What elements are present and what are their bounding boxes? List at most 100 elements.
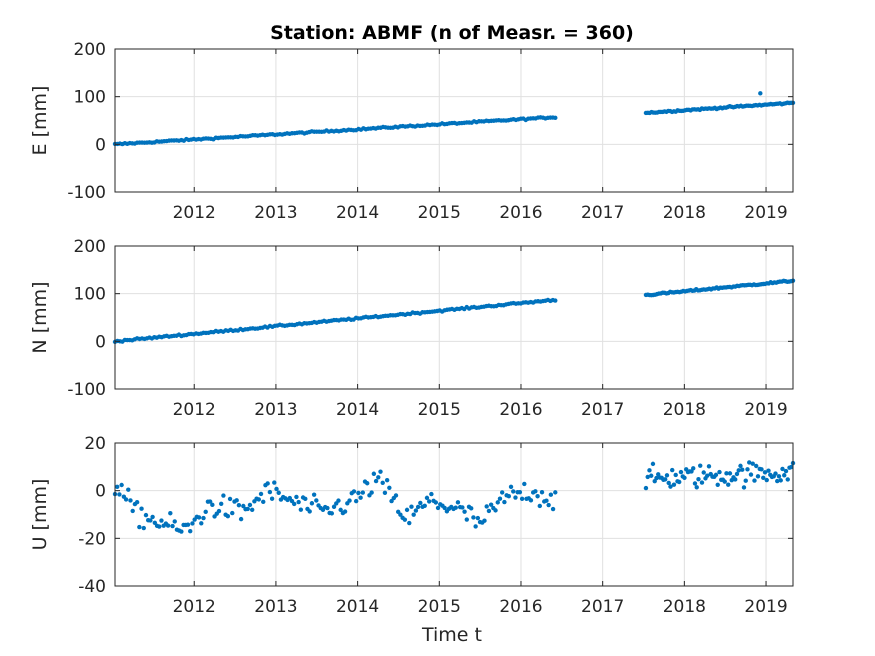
data-point [761, 475, 766, 481]
data-point [696, 476, 701, 482]
axes-frame [114, 442, 794, 587]
y-tick-label: 0 [95, 482, 106, 502]
x-tick-label: 2018 [663, 597, 706, 617]
data-point [387, 485, 392, 490]
data-point [221, 493, 226, 498]
data-point [265, 481, 270, 486]
data-point [402, 517, 408, 522]
data-point [287, 495, 292, 501]
data-point [717, 469, 722, 475]
data-point [544, 498, 549, 503]
y-tick-label: -40 [78, 577, 106, 597]
x-tick-label: 2017 [581, 203, 624, 223]
x-tick-label: 2013 [254, 597, 297, 617]
data-point [126, 487, 131, 492]
data-point [336, 498, 341, 503]
y-tick-label: 200 [74, 40, 106, 60]
data-point [643, 485, 649, 491]
y-tick-label: 100 [74, 285, 106, 305]
data-point [267, 489, 273, 495]
data-point [455, 500, 461, 505]
data-point [196, 515, 202, 520]
x-tick-label: 2019 [744, 400, 787, 420]
data-point [325, 505, 330, 511]
data-point [190, 521, 195, 526]
data-point [351, 489, 357, 494]
data-point [745, 467, 750, 472]
data-point [272, 480, 277, 485]
data-point [130, 508, 135, 514]
data-point [766, 468, 771, 473]
data-point [535, 494, 540, 499]
data-point [553, 490, 558, 495]
x-tick-label: 2014 [336, 203, 379, 223]
data-point-outlier [758, 91, 763, 96]
data-point [150, 514, 155, 520]
data-point [380, 480, 385, 485]
data-point [519, 496, 525, 501]
data-point [247, 502, 253, 508]
panel-2: 2012 2013 2014 2015 2016 2017 2018 2019 -100 0 100… [29, 237, 796, 420]
data-point [404, 507, 410, 513]
y-axis-label: E [mm] [29, 86, 51, 156]
data-point [755, 474, 761, 479]
data-point [645, 474, 650, 480]
x-tick-label: 2014 [336, 597, 379, 617]
x-tick-label: 2012 [173, 400, 216, 420]
data-point [691, 466, 696, 471]
data-point [471, 515, 476, 520]
data-point [705, 473, 710, 478]
data-point [513, 495, 518, 500]
x-tick-label: 2013 [254, 400, 297, 420]
data-point [168, 511, 173, 516]
data-point [422, 503, 427, 508]
x-tick-label: 2015 [418, 400, 461, 420]
data-point [715, 482, 720, 488]
data-point [303, 496, 308, 502]
data-point [533, 489, 538, 494]
y-tick-label: 0 [95, 332, 106, 352]
axes-frame [114, 48, 794, 193]
data-point [508, 484, 514, 490]
data-point [701, 470, 706, 475]
data-point [245, 506, 250, 512]
y-tick-label: 200 [74, 237, 106, 257]
data-point [522, 481, 527, 487]
data-point [713, 472, 719, 478]
data-point [307, 509, 312, 514]
data-point [179, 529, 184, 534]
data-point [426, 499, 432, 504]
y-tick-label: -100 [67, 183, 106, 203]
data-point [418, 500, 423, 506]
x-tick-label: 2018 [663, 203, 706, 223]
data-point [429, 491, 434, 497]
data-point [159, 518, 164, 523]
data-point [722, 479, 727, 484]
x-tick-label: 2016 [499, 203, 542, 223]
data-point [311, 492, 317, 497]
data-point [495, 500, 500, 505]
data-point [382, 490, 388, 495]
data-series [112, 91, 796, 147]
data-point [650, 461, 656, 467]
data-point [294, 494, 299, 500]
x-tick-label: 2015 [418, 597, 461, 617]
data-point [309, 501, 315, 506]
data-point [673, 472, 678, 478]
data-point [482, 518, 487, 523]
panels: 2012 2013 2014 2015 2016 2017 2018 2019 -100 0 100… [29, 40, 796, 617]
data-point [137, 524, 142, 530]
data-point [241, 503, 246, 509]
x-tick-label: 2013 [254, 203, 297, 223]
data-point [413, 508, 419, 513]
data-point [506, 494, 512, 499]
data-point [157, 524, 162, 529]
data-point [775, 478, 780, 484]
y-tick-label: 100 [74, 88, 106, 108]
data-point [727, 471, 733, 476]
panel-1: 2012 2013 2014 2015 2016 2017 2018 2019 -100 0 100… [29, 40, 796, 223]
data-point [550, 506, 556, 512]
data-point [493, 508, 498, 513]
data-point [754, 463, 759, 469]
